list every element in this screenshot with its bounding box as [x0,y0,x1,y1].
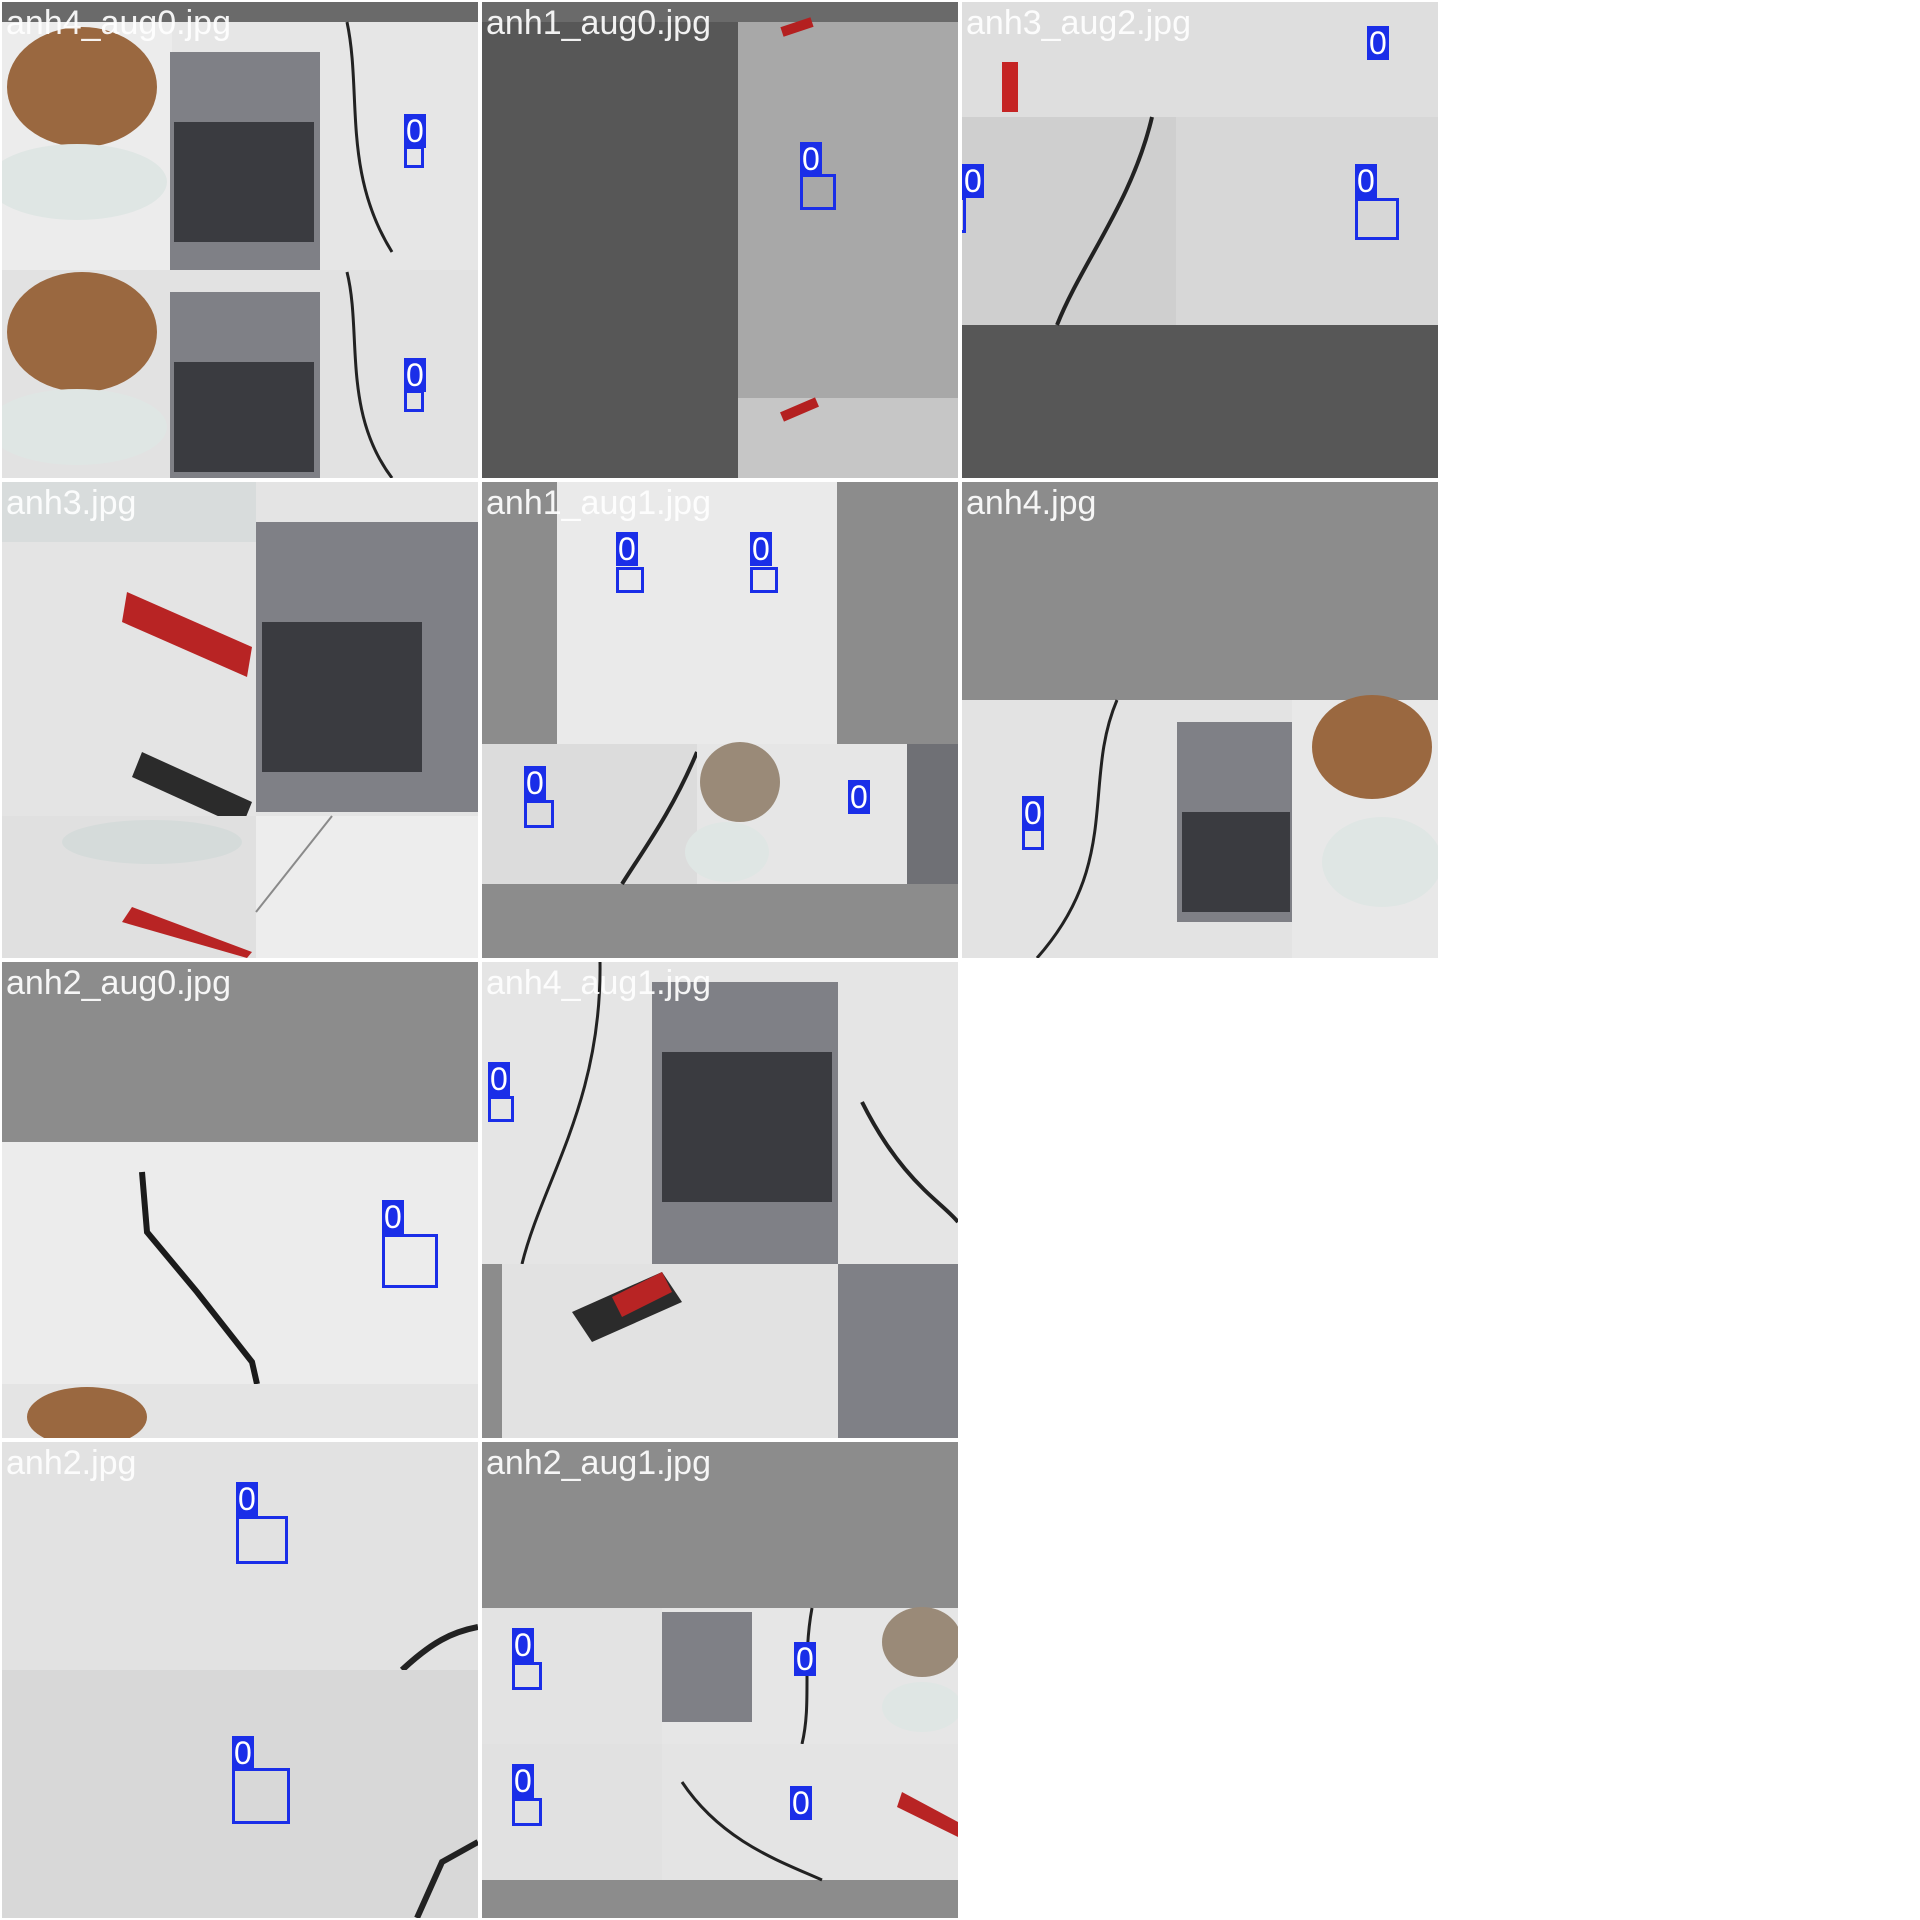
detection-label: 0 [794,1641,816,1677]
detection-box [1022,828,1044,850]
detection-label: 0 [962,163,984,199]
detection-box [962,197,966,233]
detection-label: 0 [1022,795,1044,831]
detection-label: 0 [512,1627,534,1663]
detection-label: 0 [616,531,638,567]
detection-label: 0 [236,1481,258,1517]
detection-box [404,146,424,168]
tile-9-scene [2,1442,478,1918]
mosaic-tile-4: anh3.jpg [2,482,478,958]
tile-4-scene [2,482,478,958]
detection-label: 0 [404,113,426,149]
detection-box [1355,198,1399,240]
detection-box [404,390,424,412]
detection-label: 0 [232,1735,254,1771]
detection-label: 0 [800,141,822,177]
tile-2-scene [482,2,958,478]
detection-label: 0 [750,531,772,567]
mosaic-tile-6: 0 anh4.jpg [962,482,1438,958]
tile-filename: anh2_aug0.jpg [6,964,232,1002]
detection-label: 0 [848,779,870,815]
tile-filename: anh4_aug0.jpg [6,4,232,42]
detection-label: 0 [488,1061,510,1097]
detection-label: 0 [524,765,546,801]
tile-8-scene [482,962,958,1438]
tile-3-scene [962,2,1438,478]
tile-1-scene [2,2,478,478]
tile-filename: anh1_aug0.jpg [486,4,712,42]
tile-5-scene [482,482,958,958]
detection-box [232,1768,290,1824]
detection-label: 0 [1367,25,1389,61]
detection-box [236,1516,288,1564]
detection-label: 0 [382,1199,404,1235]
mosaic-tile-3: 0 0 0 anh3_aug2.jpg [962,2,1438,478]
tile-filename: anh2_aug1.jpg [486,1444,712,1482]
tile-7-scene [2,962,478,1438]
detection-label: 0 [404,357,426,393]
detection-box [382,1234,438,1288]
tile-filename: anh2.jpg [6,1444,137,1482]
detection-box [512,1662,542,1690]
mosaic-tile-1: 0 0 anh4_aug0.jpg [2,2,478,478]
tile-filename: anh1_aug1.jpg [486,484,712,522]
detection-label: 0 [512,1763,534,1799]
tile-10-scene [482,1442,958,1918]
mosaic-tile-9: 0 0 anh2.jpg [2,1442,478,1918]
detection-label: 0 [790,1785,812,1821]
tile-6-scene [962,482,1438,958]
detection-box [512,1798,542,1826]
tile-filename: anh3_aug2.jpg [966,4,1192,42]
mosaic-tile-5: 0 0 0 0 anh1_aug1.jpg [482,482,958,958]
mosaic-tile-10: 0 0 0 0 anh2_aug1.jpg [482,1442,958,1918]
mosaic-tile-2: 0 anh1_aug0.jpg [482,2,958,478]
mosaic-tile-8: 0 anh4_aug1.jpg [482,962,958,1438]
tile-filename: anh3.jpg [6,484,137,522]
detection-box [488,1096,514,1122]
tile-filename: anh4_aug1.jpg [486,964,712,1002]
detection-box [750,567,778,593]
mosaic-tile-7: 0 anh2_aug0.jpg [2,962,478,1438]
detection-label: 0 [1355,163,1377,199]
detection-box [524,800,554,828]
tile-filename: anh4.jpg [966,484,1097,522]
detection-box [800,174,836,210]
detection-box [616,567,644,593]
